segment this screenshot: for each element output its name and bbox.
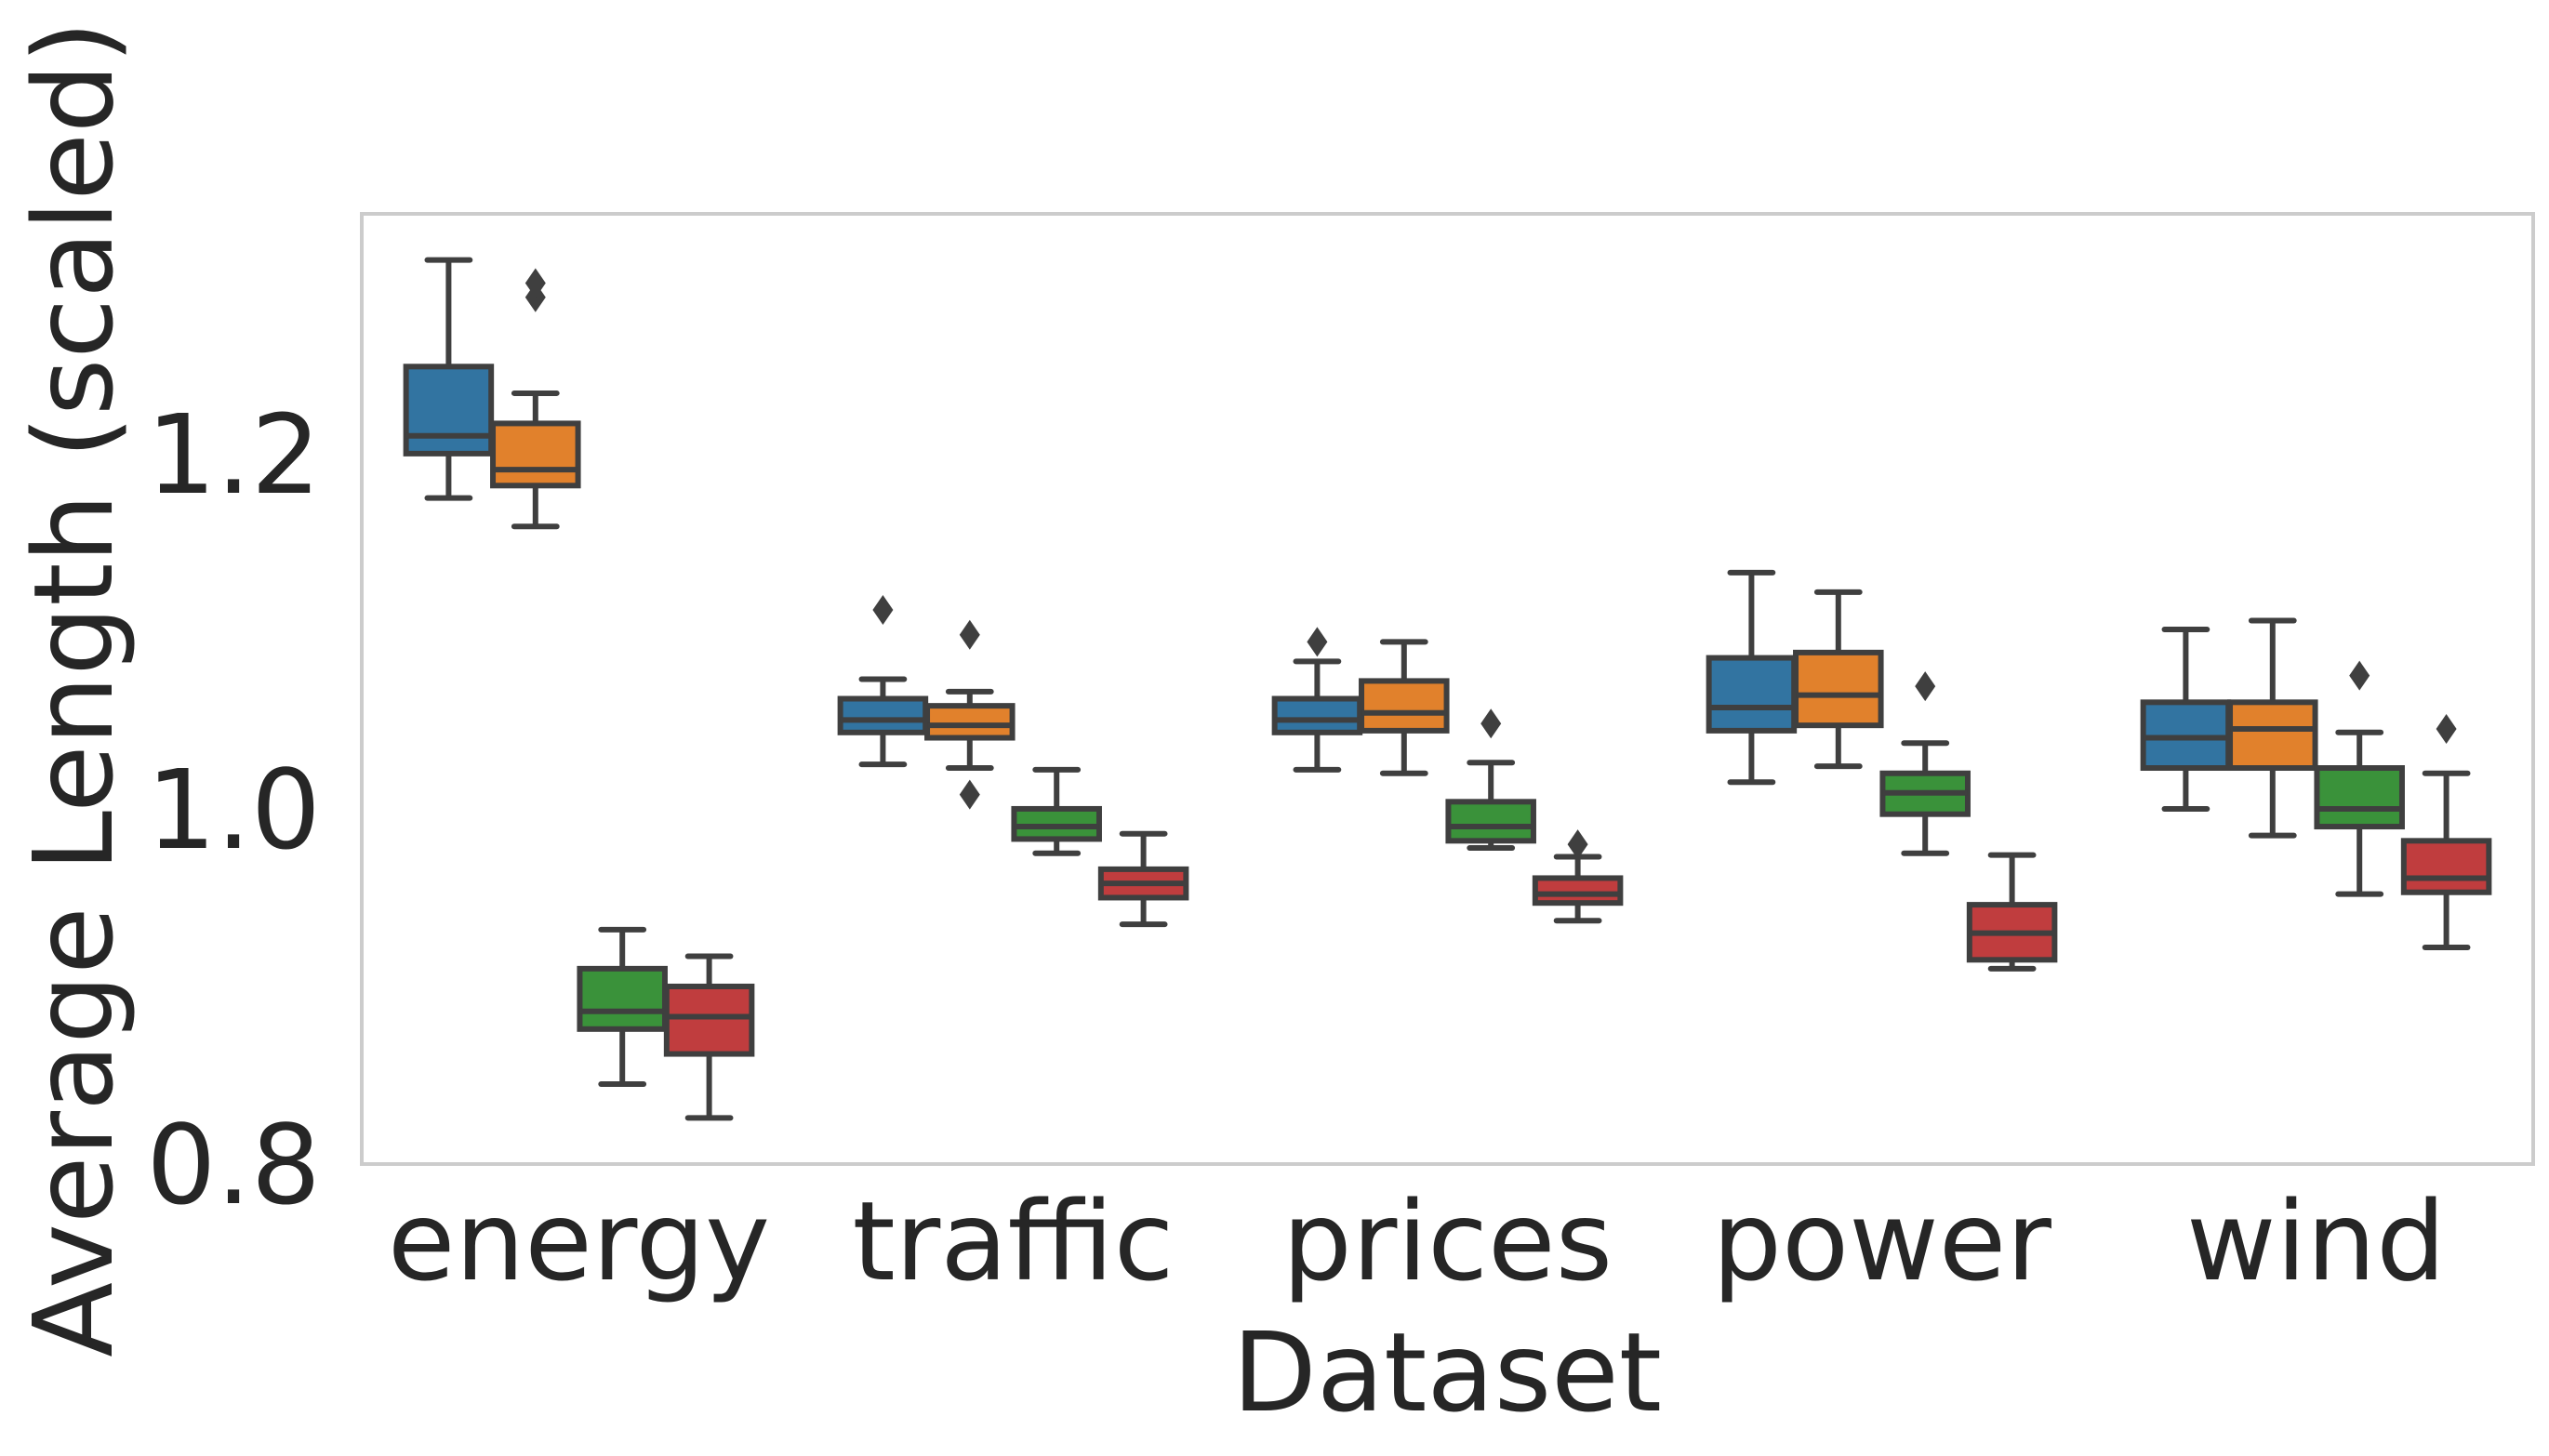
x-axis-ticks: energy traffic prices power wind	[388, 1177, 2446, 1305]
box-body	[1706, 655, 1798, 734]
box-body	[2400, 838, 2492, 895]
outlier-marker	[524, 268, 546, 298]
outlier-marker	[2436, 713, 2457, 744]
y-tick-label: 1.0	[146, 746, 321, 874]
outlier-marker	[2349, 660, 2370, 691]
box-wind-4	[2400, 713, 2492, 950]
box-body	[403, 364, 495, 457]
outlier-marker	[1915, 671, 1936, 702]
plot-frame	[360, 212, 2535, 1166]
box-traffic-4	[1097, 830, 1189, 928]
box-wind-2	[2227, 617, 2318, 839]
outlier-marker	[872, 594, 894, 625]
box-power-1	[1706, 569, 1798, 786]
x-axis-title: Dataset	[1232, 1308, 1662, 1436]
x-tick-label-energy: energy	[388, 1177, 770, 1305]
box-body	[837, 695, 929, 735]
box-power-2	[1793, 589, 1884, 770]
box-power-3	[1879, 671, 1971, 856]
boxes-layer	[403, 257, 2492, 1121]
y-tick-label: 1.2	[146, 390, 321, 519]
box-energy-2	[490, 268, 581, 530]
box-wind-3	[2314, 660, 2405, 897]
box-body	[1359, 678, 1450, 734]
outlier-marker	[1567, 829, 1588, 860]
box-body	[2314, 765, 2405, 830]
box-body	[1532, 875, 1624, 907]
box-prices-3	[1445, 708, 1536, 851]
box-body	[1271, 695, 1363, 735]
box-wind-1	[2140, 627, 2232, 812]
outlier-marker	[959, 779, 980, 810]
outlier-marker	[959, 619, 980, 650]
x-tick-label-prices: prices	[1282, 1177, 1613, 1305]
box-power-4	[1966, 852, 2058, 972]
box-energy-1	[403, 257, 495, 501]
box-prices-2	[1359, 639, 1450, 776]
y-tick-label: 0.8	[146, 1101, 321, 1229]
outlier-marker	[1480, 708, 1502, 739]
box-body	[663, 983, 755, 1057]
box-traffic-2	[924, 619, 1016, 810]
box-body	[2227, 699, 2318, 772]
box-group-traffic	[837, 594, 1189, 928]
box-group-wind	[2140, 617, 2492, 950]
box-body	[490, 420, 581, 489]
box-group-prices	[1271, 627, 1624, 924]
x-tick-label-wind: wind	[2186, 1177, 2446, 1305]
box-traffic-1	[837, 594, 929, 768]
y-axis-ticks: 0.8 1.0 1.2	[146, 390, 321, 1229]
box-body	[1445, 799, 1536, 844]
box-energy-4	[663, 953, 755, 1121]
box-prices-4	[1532, 829, 1624, 924]
outlier-marker	[1307, 627, 1328, 657]
box-group-power	[1706, 569, 2058, 972]
box-body	[924, 703, 1016, 741]
box-group-energy	[403, 257, 755, 1121]
x-tick-label-power: power	[1712, 1177, 2051, 1305]
box-body	[577, 965, 668, 1032]
y-axis-title: Average Length (scaled)	[9, 20, 138, 1357]
box-prices-1	[1271, 627, 1363, 773]
x-tick-label-traffic: traffic	[852, 1177, 1174, 1305]
box-energy-3	[577, 926, 668, 1088]
box-body	[1793, 649, 1884, 729]
box-traffic-3	[1011, 766, 1102, 856]
